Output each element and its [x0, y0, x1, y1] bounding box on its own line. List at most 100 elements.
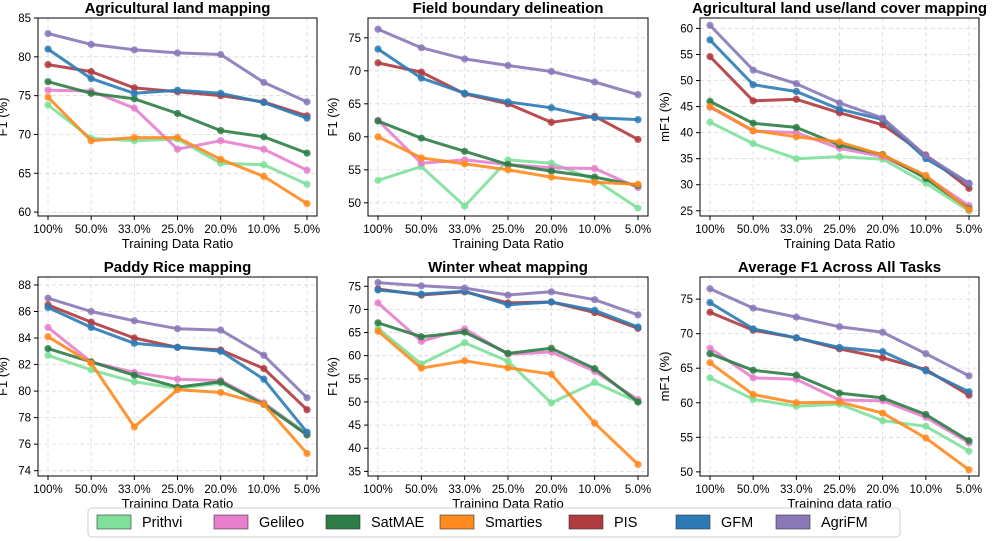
- x-tick-label: 10.0%: [910, 484, 943, 496]
- series-agrifm: [374, 278, 642, 319]
- series-satmae: [706, 350, 973, 445]
- data-point-gfm: [835, 343, 844, 352]
- y-tick-label: 55: [348, 165, 361, 177]
- data-point-smarties: [922, 171, 930, 179]
- x-tick-label: 25.0%: [492, 224, 525, 236]
- data-point-gfm: [634, 116, 642, 124]
- y-tick-label: 65: [680, 363, 693, 375]
- data-point-prithvi: [706, 118, 714, 126]
- data-point-smarties: [706, 102, 714, 111]
- data-point-gelileo: [130, 104, 138, 112]
- data-point-smarties: [260, 400, 268, 408]
- data-point-smarties: [461, 160, 469, 168]
- data-point-agrifm: [173, 49, 182, 57]
- data-point-satmae: [547, 344, 555, 352]
- x-tick-label: 50.0%: [737, 224, 770, 236]
- series-smarties: [44, 93, 311, 208]
- chart-panel-average-f1-across-all-tasks: 100% 50.0% 33.0% 25.0% 20.0% 10.0% 5.0% 50 55 60 6…: [657, 259, 982, 511]
- data-point-satmae: [44, 78, 52, 86]
- y-tick-label: 78: [18, 413, 31, 425]
- data-point-agrifm: [504, 291, 512, 299]
- data-point-agrifm: [835, 323, 844, 331]
- legend-swatch: [568, 514, 604, 530]
- data-point-smarties: [417, 154, 425, 162]
- data-point-prithvi: [547, 399, 555, 407]
- series-agrifm: [44, 29, 311, 106]
- data-point-gelileo: [217, 137, 225, 145]
- chart-panel-paddy-rice-mapping: 100% 50.0% 33.0% 25.0% 20.0% 10.0% 5.0% 74 76 78 8…: [0, 259, 320, 511]
- y-axis-label: F1 (%): [325, 357, 340, 396]
- data-point-smarties: [87, 359, 95, 367]
- y-tick-label: 65: [348, 99, 361, 111]
- series-smarties: [374, 327, 642, 469]
- data-point-satmae: [922, 410, 930, 419]
- y-tick-label: 40: [680, 128, 693, 140]
- series-satmae: [374, 319, 642, 406]
- data-point-prithvi: [461, 339, 469, 347]
- x-tick-label: 100%: [695, 224, 724, 236]
- data-point-prithvi: [130, 378, 138, 386]
- y-tick-label: 74: [18, 466, 31, 478]
- y-tick-label: 60: [18, 207, 31, 219]
- data-point-gfm: [792, 334, 800, 342]
- data-point-gelileo: [260, 145, 268, 153]
- y-tick-label: 84: [18, 333, 31, 345]
- series-gfm: [706, 36, 973, 188]
- data-point-pis: [706, 308, 714, 316]
- x-tick-label: 5.0%: [625, 224, 651, 236]
- y-tick-label: 80: [18, 52, 31, 64]
- series-gfm: [374, 286, 642, 331]
- data-point-smarties: [87, 137, 95, 145]
- series-agrifm: [706, 21, 973, 187]
- legend-swatch: [325, 514, 361, 530]
- data-point-satmae: [87, 89, 95, 97]
- x-tick-label: 100%: [363, 224, 392, 236]
- x-tick-label: 20.0%: [535, 224, 568, 236]
- data-point-satmae: [504, 160, 512, 169]
- data-point-prithvi: [591, 378, 599, 387]
- y-tick-label: 76: [18, 439, 31, 451]
- data-point-satmae: [835, 389, 844, 397]
- data-point-pis: [547, 118, 555, 126]
- data-point-smarties: [922, 434, 930, 442]
- data-point-satmae: [44, 345, 52, 353]
- data-point-agrifm: [130, 317, 138, 325]
- y-axis-label: F1 (%): [325, 98, 340, 137]
- data-point-smarties: [835, 138, 844, 146]
- data-point-satmae: [591, 173, 599, 181]
- data-point-satmae: [749, 119, 757, 127]
- y-tick-label: 60: [348, 351, 361, 363]
- data-point-agrifm: [217, 50, 225, 59]
- x-tick-label: 5.0%: [956, 484, 982, 496]
- data-point-satmae: [417, 333, 425, 341]
- data-point-satmae: [303, 149, 311, 157]
- data-point-gfm: [44, 303, 52, 312]
- data-point-gfm: [87, 74, 95, 83]
- data-point-prithvi: [835, 153, 844, 161]
- x-axis-label: Training Data Ratio: [122, 236, 234, 251]
- y-tick-label: 75: [680, 294, 693, 306]
- legend-item-gfm: GFM: [675, 514, 753, 531]
- data-point-gfm: [835, 105, 844, 113]
- x-tick-label: 10.0%: [578, 484, 611, 496]
- data-point-pis: [130, 334, 138, 342]
- x-tick-label: 10.0%: [248, 224, 281, 236]
- data-point-agrifm: [217, 326, 225, 334]
- series-smarties: [44, 333, 311, 458]
- data-point-gfm: [374, 286, 382, 294]
- y-tick-label: 45: [680, 102, 693, 114]
- series-gfm: [44, 303, 311, 436]
- data-point-pis: [260, 364, 268, 373]
- y-axis-label: F1 (%): [0, 357, 10, 396]
- data-point-smarties: [417, 364, 425, 372]
- data-point-agrifm: [173, 325, 182, 333]
- chart-title: Winter wheat mapping: [428, 259, 588, 276]
- data-point-satmae: [130, 371, 138, 379]
- data-point-pis: [44, 60, 52, 69]
- data-point-gfm: [217, 89, 225, 97]
- data-point-satmae: [173, 109, 182, 118]
- data-point-prithvi: [706, 374, 714, 382]
- data-point-agrifm: [835, 99, 844, 107]
- chart-panel-field-boundary-delineation: 100% 50.0% 33.0% 25.0% 20.0% 10.0% 5.0% 50 55 60 6…: [325, 0, 651, 251]
- data-point-agrifm: [44, 29, 52, 38]
